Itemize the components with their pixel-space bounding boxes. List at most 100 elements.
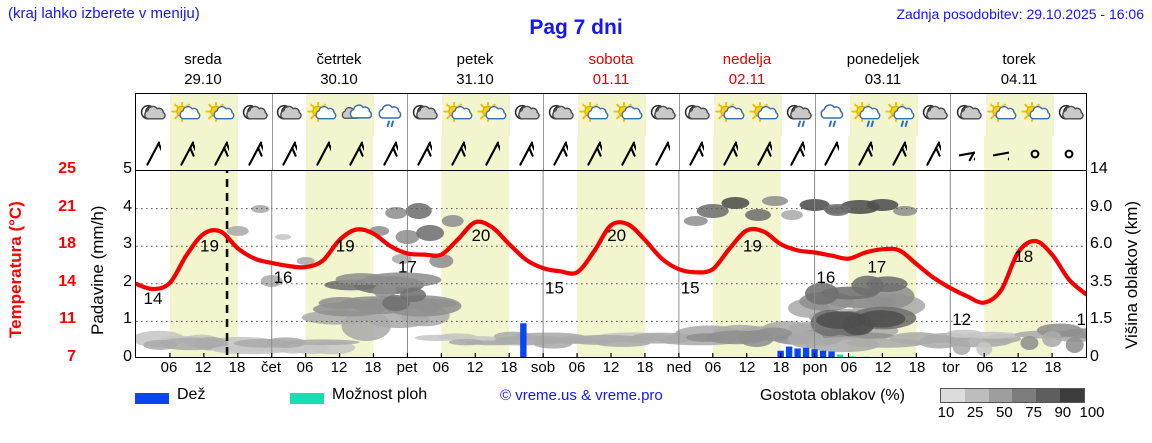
cloud-density-step-90 — [1036, 389, 1061, 402]
precipitation-tick: 5 — [123, 160, 132, 177]
temperature-axis-ticks: 25 21 18 14 11 7 — [36, 160, 76, 370]
day-date: 31.10 — [456, 71, 494, 88]
precipitation-tick: 4 — [123, 197, 132, 215]
weather-icon-moon-cloud — [680, 94, 714, 136]
x-axis-label: 12 — [194, 359, 212, 376]
showers-legend-swatch — [290, 393, 324, 404]
copyright-link[interactable]: © vreme.us & vreme.pro — [500, 387, 663, 404]
wind-barb — [610, 136, 645, 170]
day-separator — [543, 136, 545, 170]
temperature-value-label: 16 — [816, 268, 835, 287]
precipitation-axis-ticks: 5 4 3 2 1 0 — [112, 160, 132, 370]
x-axis-label: 12 — [466, 359, 484, 376]
day-name: torek — [1002, 51, 1036, 68]
day-separator — [678, 94, 680, 136]
weather-icon-cloud-cloud — [340, 94, 374, 136]
precipitation-tick: 1 — [123, 310, 132, 328]
wind-barb — [339, 136, 374, 170]
temperature-value-label: 17 — [398, 258, 417, 277]
weather-icon-moon-cloud — [544, 94, 578, 136]
x-axis-label: 12 — [330, 359, 348, 376]
day-date: 30.10 — [320, 71, 358, 88]
day-header-3: petek 31.10 — [407, 50, 543, 92]
temperature-value-label: 12 — [1077, 310, 1086, 329]
temperature-tick: 7 — [67, 348, 76, 365]
cloud-height-tick: 14 — [1090, 160, 1108, 177]
temperature-tick: 14 — [58, 272, 76, 290]
x-axis-label: 18 — [500, 359, 518, 376]
plot-area: 14 19 16 19 17 20 15 20 15 19 16 17 12 18 12 — [136, 170, 1086, 357]
wind-barb — [814, 136, 848, 170]
day-header-7: torek 04.11 — [951, 50, 1087, 92]
temperature-value-label: 19 — [336, 237, 355, 256]
wind-barb — [1017, 136, 1052, 170]
cloud-density-value: 50 — [996, 404, 1013, 421]
wind-barb — [136, 136, 170, 170]
x-axis-label: 06 — [296, 359, 314, 376]
weather-icon-sun-cloud — [306, 94, 340, 136]
cloud-density-value: 25 — [966, 404, 984, 421]
rain-legend-label: Dež — [177, 386, 206, 403]
day-separator — [407, 136, 409, 170]
wind-barb — [781, 136, 815, 170]
rain-legend-swatch — [135, 393, 169, 404]
day-header-6: ponedeljek 03.11 — [815, 50, 951, 92]
day-date: 03.11 — [864, 71, 902, 88]
day-date: 02.11 — [728, 71, 766, 88]
cloud-height-axis-ticks: 14 9.0 6.0 3.5 1.5 0 — [1090, 160, 1126, 370]
weather-icon-moon-cloud — [510, 94, 544, 136]
temperature-value-label: 19 — [200, 237, 219, 256]
wind-barb — [169, 136, 204, 170]
precipitation-tick: 2 — [123, 272, 132, 290]
precipitation-tick: 0 — [123, 348, 132, 365]
cloud-height-tick: 9.0 — [1090, 197, 1113, 215]
wind-barb — [272, 136, 306, 170]
temperature-value-label: 12 — [952, 310, 971, 329]
cloud-density-value: 75 — [1025, 404, 1042, 421]
cloud-height-tick: 0 — [1090, 348, 1099, 365]
temperature-value-label: 15 — [681, 278, 700, 297]
temperature-tick: 25 — [58, 160, 76, 177]
x-axis-label: sob — [530, 359, 556, 376]
wind-barb — [645, 136, 679, 170]
wind-barb-row — [136, 136, 1086, 170]
temperature-value-label: 20 — [607, 226, 626, 245]
weather-icon-moon-cloud-rain — [782, 94, 816, 136]
temperature-value-label: 19 — [743, 237, 762, 256]
wind-barb — [407, 136, 441, 170]
wind-barb — [576, 136, 611, 170]
x-axis-label: 18 — [1044, 359, 1062, 376]
cloud-density-step-100 — [1060, 389, 1084, 402]
day-separator — [407, 94, 409, 136]
temperature-axis-title: Temperatura (°C) — [6, 201, 25, 339]
weather-icon-sun-cloud-rain — [850, 94, 884, 136]
x-axis-label: 06 — [432, 359, 450, 376]
wind-barb — [984, 136, 1018, 170]
wind-barb — [950, 136, 984, 170]
cloud-density-value: 100 — [1079, 404, 1105, 421]
cloud-density-step-75 — [1012, 389, 1037, 402]
temperature-value-label: 18 — [1014, 247, 1033, 266]
x-axis-label: pet — [396, 359, 418, 376]
cloud-density-step-50 — [988, 389, 1013, 402]
x-axis-label: 06 — [568, 359, 586, 376]
weather-icon-moon-cloud — [1054, 94, 1088, 136]
temperature-value-label: 20 — [471, 226, 490, 245]
weather-icon-sun-cloud — [476, 94, 510, 136]
cloud-density-value: 10 — [937, 404, 955, 421]
day-separator — [950, 94, 952, 136]
weather-icon-sun-cloud — [1020, 94, 1054, 136]
x-axis-labels: 06 12 18 čet 06 12 18 pet 06 12 18 sob 06 12 18 ned 06 12… — [135, 359, 1087, 381]
weather-icon-moon-cloud — [408, 94, 442, 136]
wind-barb — [916, 136, 950, 170]
wind-barb — [712, 136, 747, 170]
day-separator — [678, 136, 680, 170]
x-axis-label: 06 — [704, 359, 722, 376]
x-axis-label: 18 — [364, 359, 382, 376]
wind-barb — [1052, 136, 1086, 170]
day-header-2: četrtek 30.10 — [271, 50, 407, 92]
weather-icon-cloud-rain — [816, 94, 850, 136]
x-axis-label: 12 — [602, 359, 620, 376]
weather-icon-sun-cloud — [986, 94, 1020, 136]
weather-icon-cloud-rain — [374, 94, 408, 136]
